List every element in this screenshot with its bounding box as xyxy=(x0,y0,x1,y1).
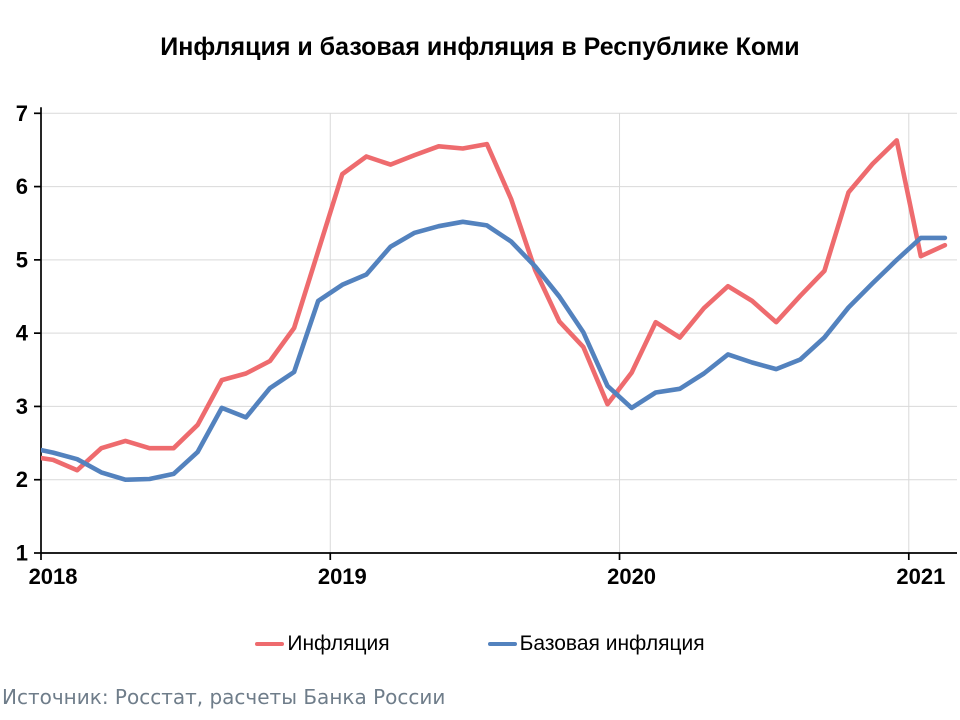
core-inflation-line-swatch-icon xyxy=(487,641,517,647)
chart-legend: Инфляция Базовая инфляция xyxy=(0,631,960,657)
y-tick-label-3: 3 xyxy=(16,394,28,419)
y-tick-label-2: 2 xyxy=(16,467,28,492)
y-tick-label-4: 4 xyxy=(16,321,29,346)
legend-item-core-inflation: Базовая инфляция xyxy=(487,631,705,657)
gridlines xyxy=(41,112,957,553)
x-tick-label-2020: 2020 xyxy=(607,564,656,589)
series-line-core-inflation xyxy=(41,219,948,482)
series-lines xyxy=(41,138,948,482)
x-axis-labels: 2018 2019 2020 2021 xyxy=(29,564,946,589)
x-tick-label-2018: 2018 xyxy=(29,564,78,589)
x-tick-label-2019: 2019 xyxy=(318,564,367,589)
series-line-inflation xyxy=(41,138,948,473)
y-tick-label-5: 5 xyxy=(16,247,28,272)
legend-item-inflation: Инфляция xyxy=(255,631,390,657)
chart-title: Инфляция и базовая инфляция в Республике… xyxy=(160,33,800,61)
y-tick-label-6: 6 xyxy=(16,174,28,199)
y-axis-labels: 1 2 3 4 5 6 7 xyxy=(16,101,29,566)
source-note: Источник: Росстат, расчеты Банка России xyxy=(2,685,446,709)
legend-label-core-inflation: Базовая инфляция xyxy=(519,632,705,655)
legend-label-inflation: Инфляция xyxy=(287,632,390,655)
inflation-line-swatch-icon xyxy=(255,641,285,647)
x-tick-label-2021: 2021 xyxy=(896,564,945,589)
axes xyxy=(34,107,957,560)
y-tick-label-7: 7 xyxy=(16,101,28,126)
y-tick-label-1: 1 xyxy=(16,541,28,566)
